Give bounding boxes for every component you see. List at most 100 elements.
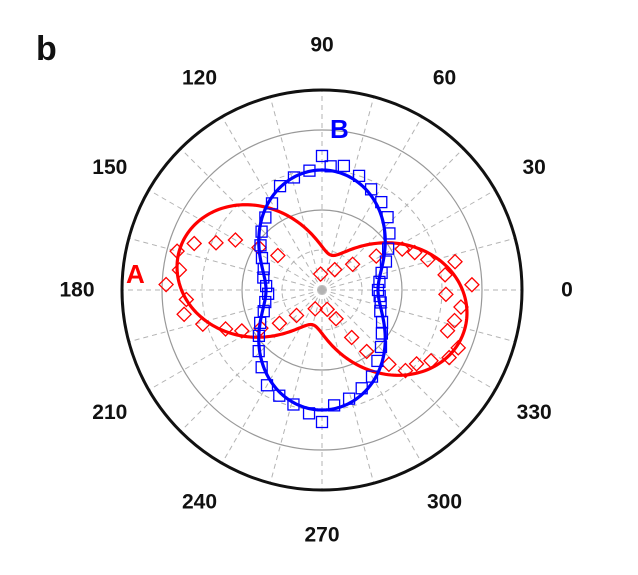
data-point bbox=[337, 159, 351, 173]
data-point bbox=[438, 286, 454, 303]
panel-label: b bbox=[36, 30, 57, 68]
data-point bbox=[355, 382, 368, 395]
series-a: A bbox=[126, 203, 480, 379]
data-point bbox=[439, 322, 456, 339]
series-b-fit-curve bbox=[257, 168, 387, 412]
data-point bbox=[227, 232, 244, 248]
data-point bbox=[368, 248, 385, 265]
data-point bbox=[194, 316, 211, 333]
data-point bbox=[178, 291, 195, 308]
angle-tick-label: 240 bbox=[182, 491, 217, 514]
data-point bbox=[441, 349, 458, 366]
data-point bbox=[208, 234, 224, 251]
data-point bbox=[261, 287, 275, 300]
angular-gridline bbox=[148, 189, 323, 291]
data-point bbox=[252, 344, 265, 358]
series-b-markers bbox=[252, 149, 396, 429]
angle-tick-label: 300 bbox=[427, 491, 462, 514]
data-point bbox=[352, 169, 366, 183]
data-point bbox=[374, 305, 387, 318]
data-point bbox=[406, 244, 423, 261]
data-point bbox=[447, 253, 463, 270]
data-point bbox=[315, 415, 329, 429]
angle-tick-label: 0 bbox=[561, 279, 573, 302]
data-point bbox=[342, 392, 356, 405]
data-point bbox=[371, 354, 384, 368]
data-point bbox=[381, 242, 395, 255]
data-point bbox=[271, 315, 288, 332]
data-point bbox=[169, 243, 186, 260]
radial-gridline bbox=[241, 209, 403, 371]
polar-grid bbox=[120, 88, 524, 492]
data-point bbox=[257, 271, 270, 284]
angular-gridline bbox=[321, 289, 496, 391]
data-point bbox=[217, 321, 234, 337]
angle-tick-label: 270 bbox=[304, 524, 339, 547]
angular-gridline bbox=[180, 148, 323, 291]
data-point bbox=[254, 316, 267, 330]
data-point bbox=[312, 266, 329, 282]
data-point bbox=[423, 352, 439, 369]
angle-tick-label: 330 bbox=[517, 401, 552, 424]
data-point bbox=[303, 164, 316, 177]
data-point bbox=[394, 241, 411, 258]
data-point bbox=[273, 389, 286, 402]
angle-tick-label: 60 bbox=[433, 66, 456, 89]
angular-gridline bbox=[321, 237, 516, 291]
angular-gridline bbox=[269, 96, 323, 291]
data-point bbox=[327, 399, 341, 412]
data-point bbox=[343, 329, 360, 346]
angular-gridline bbox=[221, 116, 323, 291]
data-point bbox=[383, 227, 396, 240]
data-point bbox=[380, 356, 397, 373]
data-point bbox=[450, 339, 467, 356]
data-point bbox=[273, 180, 287, 193]
data-point bbox=[302, 407, 316, 420]
angle-tick-label: 180 bbox=[59, 279, 94, 302]
data-point bbox=[288, 307, 305, 324]
data-point bbox=[257, 305, 270, 318]
data-point bbox=[437, 266, 453, 283]
data-point bbox=[265, 197, 279, 210]
data-point bbox=[307, 300, 324, 317]
angle-tick-label: 120 bbox=[182, 66, 217, 89]
data-point bbox=[257, 262, 270, 275]
series-b: B bbox=[252, 114, 396, 429]
data-point bbox=[374, 296, 387, 309]
angle-tick-label: 150 bbox=[92, 156, 127, 179]
angular-gridline bbox=[128, 237, 323, 291]
data-point bbox=[326, 261, 343, 278]
series-a-markers bbox=[158, 232, 480, 379]
data-point bbox=[269, 247, 286, 264]
data-point bbox=[328, 310, 344, 327]
data-point bbox=[171, 262, 188, 278]
angle-tick-labels: 0 30 60 90 120 150 180 210 240 270 300 330 bbox=[59, 34, 572, 547]
data-point bbox=[287, 171, 301, 184]
data-point bbox=[176, 306, 193, 323]
data-point bbox=[158, 276, 175, 293]
angular-gridline bbox=[269, 289, 323, 484]
data-point bbox=[255, 225, 268, 238]
data-point bbox=[186, 235, 203, 252]
data-point bbox=[287, 398, 300, 411]
data-point bbox=[364, 183, 378, 196]
data-point bbox=[233, 322, 250, 339]
data-point bbox=[374, 340, 388, 354]
angular-gridline bbox=[221, 289, 323, 464]
angle-tick-label: 90 bbox=[310, 34, 333, 57]
data-point bbox=[375, 195, 388, 209]
series-a-label: A bbox=[126, 259, 145, 289]
data-point bbox=[419, 251, 436, 268]
data-point bbox=[254, 239, 267, 252]
data-point bbox=[358, 343, 375, 360]
angular-gridline bbox=[128, 289, 323, 343]
data-point bbox=[453, 299, 469, 315]
data-point bbox=[365, 370, 379, 383]
angular-gridline bbox=[321, 116, 423, 291]
data-point bbox=[259, 295, 272, 309]
data-point bbox=[408, 355, 425, 372]
data-point bbox=[315, 149, 329, 163]
data-point bbox=[344, 256, 361, 273]
radial-gridline bbox=[201, 169, 443, 411]
series-a-fit-curve bbox=[175, 203, 469, 377]
